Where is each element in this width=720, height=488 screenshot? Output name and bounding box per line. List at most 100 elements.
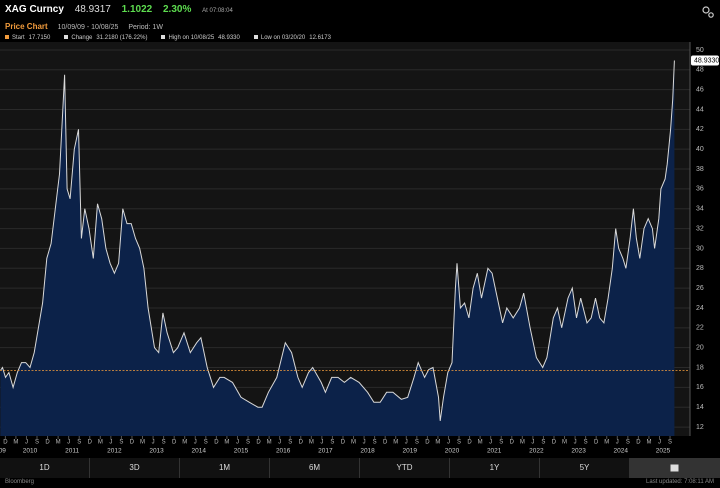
stat-label: Low on 03/20/20 [260,35,306,41]
x-tick-label: D [172,440,177,446]
stat-marker [253,35,258,39]
price: 48.9317 [74,4,111,15]
x-tick-label: J [447,440,450,446]
stat-label: Start [12,35,25,41]
x-tick-label: J [531,440,534,446]
x-tick-label: J [109,440,112,446]
stat-marker [64,35,69,39]
x-tick-label: S [246,440,250,446]
price-line [0,60,675,421]
x-tick-label: M [267,440,272,446]
year-label: 2014 [192,448,207,455]
x-tick-label: J [405,440,408,446]
change: 1.1022 [121,4,153,15]
stat-value: 17.7150 [28,35,51,41]
x-tick-label: D [130,440,135,446]
year-label: '09 [0,448,6,455]
year-label: 2010 [23,448,38,455]
year-label: 2012 [107,448,122,455]
stat-value: 48.9330 [218,35,240,41]
change-pct: 2.30% [163,4,192,15]
stats-row: Start 17.7150 Change 31.2180 (176.22%) High … [5,35,345,41]
stat: Start 17.7150 [5,35,50,41]
x-tick-label: M [224,440,229,446]
y-tick-label: 30 [696,245,704,252]
x-tick-label: J [67,440,70,446]
period-button[interactable]: YTD [360,458,450,478]
tab[interactable]: Price Chart [5,22,48,31]
period-button[interactable]: 5Y [540,458,630,478]
x-tick-label: D [636,440,641,446]
y-tick-label: 46 [696,86,704,93]
y-tick-label: 28 [696,265,704,272]
x-tick-label: D [45,440,50,446]
x-tick-label: S [35,440,39,446]
x-tick-label: D [467,440,472,446]
x-tick-label: J [236,440,239,446]
year-label: 2025 [656,448,671,455]
year-label: 2019 [403,448,418,455]
time: At 07:08:04 [202,8,233,14]
source: Bloomberg [5,479,35,485]
area [0,60,675,436]
y-tick-label: 14 [696,404,704,411]
x-tick-label: M [520,440,525,446]
x-tick-label: M [604,440,609,446]
x-tick-label: D [510,440,515,446]
x-tick-label: S [415,440,419,446]
x-tick-label: D [3,440,8,446]
x-tick-label: J [278,440,281,446]
ticker: XAG Curncy [5,4,64,15]
x-tick-label: M [98,440,103,446]
period-buttons: 1D 3D 1M 6M YTD 1Y 5Y [0,458,720,478]
x-tick-label: S [457,440,461,446]
period: Period: 1W [128,24,163,31]
period-button[interactable]: 1M [180,458,270,478]
x-tick-label: J [152,440,155,446]
stat: Change 31.2180 (176.22%) [64,35,147,41]
y-tick-label: 44 [696,106,704,113]
x-tick-label: S [584,440,588,446]
x-tick-label: M [13,440,18,446]
calendar-button[interactable] [630,458,720,478]
x-tick-label: S [204,440,208,446]
stat: High on 10/08/25 48.9330 [161,35,240,41]
x-tick-label: D [299,440,304,446]
settings-icon[interactable] [702,6,714,18]
x-tick-label: S [330,440,334,446]
year-label: 2013 [149,448,164,455]
info-row: Price Chart 10/09/09 - 10/08/25 Period: … [5,22,171,31]
stat-marker [161,35,166,39]
x-tick-label: M [56,440,61,446]
year-label: 2018 [360,448,375,455]
x-tick-label: S [373,440,377,446]
year-label: 2023 [571,448,586,455]
y-tick-label: 16 [696,384,704,391]
x-tick-label: S [668,440,672,446]
x-tick-label: S [499,440,503,446]
price-tag-bg [691,55,719,66]
y-tick-label: 26 [696,285,704,292]
year-label: 2017 [318,448,333,455]
stat-value: 12.6173 [309,35,331,41]
period-button[interactable]: 1D [0,458,90,478]
x-tick-label: J [658,440,661,446]
quote-row: XAG Curncy 48.9317 1.1022 2.30% At 07:08… [5,4,241,15]
y-tick-label: 24 [696,305,704,312]
x-tick-label: S [541,440,545,446]
stat-value: 31.2180 (176.22%) [96,35,148,41]
year-label: 2022 [529,448,544,455]
year-label: 2011 [65,448,79,455]
period-button[interactable]: 1Y [450,458,540,478]
year-label: 2024 [614,448,629,455]
year-label: 2020 [445,448,460,455]
stat-label: High on 10/08/25 [168,35,215,41]
period-button[interactable]: 6M [270,458,360,478]
x-tick-label: J [194,440,197,446]
y-tick-label: 38 [696,166,704,173]
x-tick-label: D [594,440,599,446]
year-label: 2015 [234,448,249,455]
period-button[interactable]: 3D [90,458,180,478]
chart: 1214161820222426283032343638404244464850… [0,42,719,455]
